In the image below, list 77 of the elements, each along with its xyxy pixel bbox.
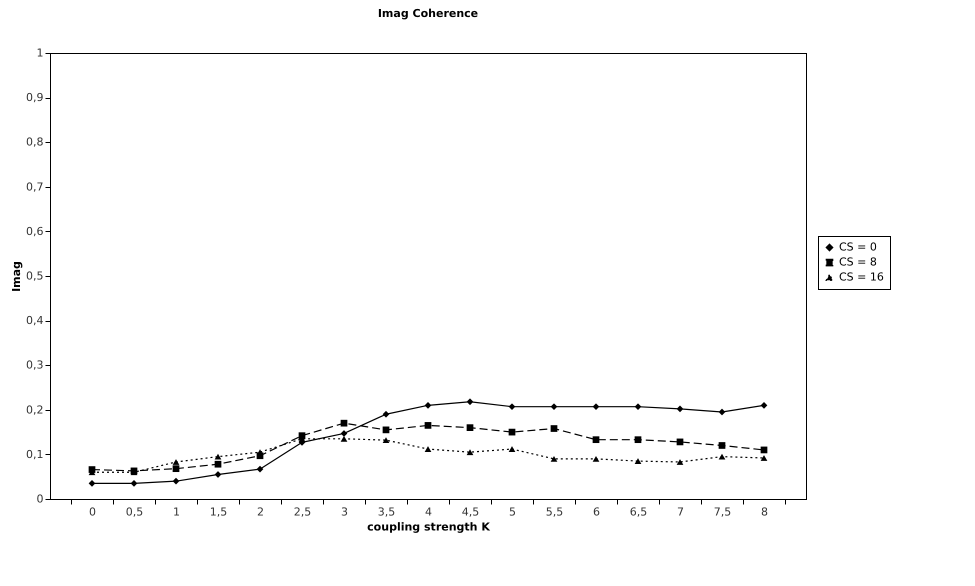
x-tick-label: 0,5 (126, 506, 144, 518)
point (634, 436, 642, 444)
y-tick-label: 0,8 (26, 136, 44, 149)
y-tick-label: 1 (36, 46, 44, 60)
chart-title: Imag Coherence (378, 7, 478, 20)
point (172, 465, 180, 472)
x-tick-label: 4,5 (462, 506, 480, 518)
point (508, 403, 516, 410)
point (718, 454, 726, 460)
x-tick-label: 1,5 (210, 506, 228, 518)
point (508, 446, 516, 452)
point (172, 459, 180, 465)
y-tick-label: 0,4 (26, 314, 44, 328)
point (382, 426, 390, 434)
x-tick-label: 7,5 (714, 506, 732, 518)
x-axis-title: coupling strength K (367, 520, 490, 534)
x-tick-label: 3 (341, 506, 348, 518)
point (466, 449, 474, 456)
point (634, 458, 642, 464)
point (424, 402, 432, 409)
point (340, 430, 348, 437)
x-tick-label: 8 (761, 506, 768, 518)
legend-label: CS = 0 (839, 240, 877, 254)
point (718, 442, 726, 449)
point (130, 480, 138, 487)
point (340, 420, 348, 427)
point (424, 446, 432, 452)
point (382, 437, 390, 444)
point (760, 455, 768, 461)
x-tick-label: 4 (425, 506, 432, 518)
point (592, 403, 600, 410)
point (214, 460, 222, 468)
x-tick-label: 3,5 (378, 506, 396, 518)
point (382, 410, 390, 418)
y-tick-label: 0,9 (26, 91, 44, 104)
y-tick-label: 0,2 (26, 403, 44, 416)
point (424, 422, 432, 429)
point (676, 406, 684, 412)
x-tick-label: 6,5 (630, 506, 648, 518)
point (172, 478, 180, 485)
point (676, 459, 684, 465)
point (760, 402, 768, 409)
point (256, 466, 264, 472)
legend-label: CS = 16 (839, 270, 884, 284)
y-tick-label: 0,5 (26, 270, 44, 282)
x-tick-label: 0 (89, 506, 96, 518)
y-tick-label: 0 (36, 492, 44, 506)
y-tick-label: 0,1 (26, 448, 44, 461)
x-tick-label: 2 (257, 506, 264, 518)
point (592, 456, 600, 462)
point (550, 456, 558, 462)
point (214, 454, 222, 460)
point (634, 403, 642, 410)
x-tick-label: 2,5 (294, 506, 312, 518)
y-tick-label: 0,7 (26, 180, 44, 194)
point (592, 436, 600, 444)
point (88, 480, 96, 487)
x-tick-label: 5,5 (546, 506, 564, 518)
point (466, 424, 474, 431)
point (550, 425, 558, 432)
y-tick-label: 0,6 (26, 224, 44, 238)
point (676, 438, 684, 446)
point (340, 436, 348, 442)
point (760, 446, 768, 454)
x-tick-label: 5 (509, 506, 516, 518)
point (466, 398, 474, 406)
point (718, 408, 726, 416)
legend-label: CS = 8 (839, 256, 877, 268)
y-axis-title: Imag (10, 261, 24, 292)
x-tick-label: 1 (173, 506, 180, 518)
x-tick-label: 6 (593, 506, 600, 518)
point (550, 403, 558, 410)
point (214, 471, 222, 478)
x-tick-label: 7 (677, 506, 684, 518)
y-tick-label: 0,3 (26, 358, 44, 372)
point (256, 449, 264, 456)
point (508, 428, 516, 436)
